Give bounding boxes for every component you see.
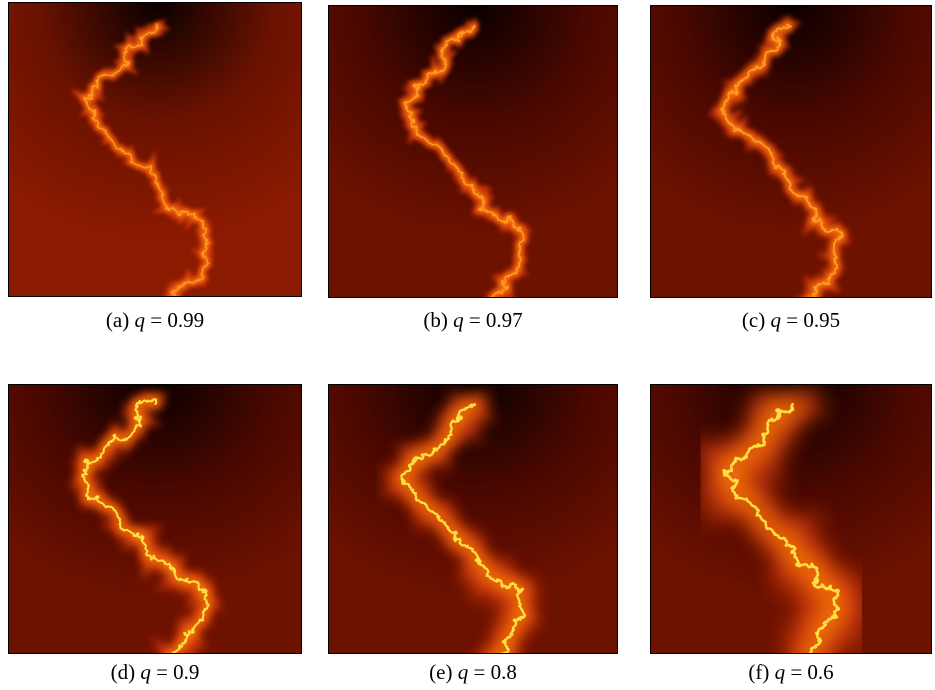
caption-tag: (e) (429, 660, 453, 684)
caption-symbol: q (770, 308, 781, 332)
caption: (f) q = 0.6 (650, 660, 932, 685)
caption-value: 0.97 (485, 308, 523, 332)
caption: (c) q = 0.95 (650, 308, 932, 333)
heatmap-image (650, 5, 932, 298)
caption-tag: (c) (741, 308, 766, 332)
caption-relation: = (786, 308, 799, 332)
caption-value: 0.95 (803, 308, 841, 332)
caption-tag: (d) (110, 660, 136, 684)
caption: (d) q = 0.9 (8, 660, 302, 685)
heatmap-image (328, 5, 618, 298)
caption-symbol: q (453, 308, 464, 332)
caption: (e) q = 0.8 (328, 660, 618, 685)
interface (81, 398, 210, 653)
interface (720, 23, 844, 297)
caption-tag: (b) (423, 308, 448, 332)
background (9, 3, 301, 296)
interface (403, 25, 525, 297)
heatmap-image (328, 384, 618, 654)
caption-symbol: q (774, 660, 786, 684)
interface (722, 402, 841, 653)
caption-tag: (a) (105, 308, 130, 332)
heatmap-image (8, 384, 302, 654)
caption-relation: = (150, 308, 163, 332)
caption-relation: = (156, 660, 168, 684)
background (651, 6, 931, 297)
caption-relation: = (790, 660, 803, 684)
interface (83, 23, 210, 296)
caption-value: 0.6 (807, 660, 834, 684)
caption: (b) q = 0.97 (328, 308, 618, 333)
caption-relation: = (473, 660, 486, 684)
caption-value: 0.99 (167, 308, 205, 332)
interface (400, 403, 527, 653)
background (329, 6, 617, 297)
heatmap-image (8, 2, 302, 297)
heatmap-image (650, 384, 932, 654)
caption-symbol: q (134, 308, 145, 332)
caption-symbol: q (457, 660, 469, 684)
caption-tag: (f) (748, 660, 770, 684)
caption-symbol: q (140, 660, 151, 684)
caption: (a) q = 0.99 (8, 308, 302, 333)
caption-value: 0.9 (173, 660, 200, 684)
caption-relation: = (468, 308, 481, 332)
caption-value: 0.8 (490, 660, 517, 684)
background (329, 385, 617, 653)
background (9, 385, 301, 653)
